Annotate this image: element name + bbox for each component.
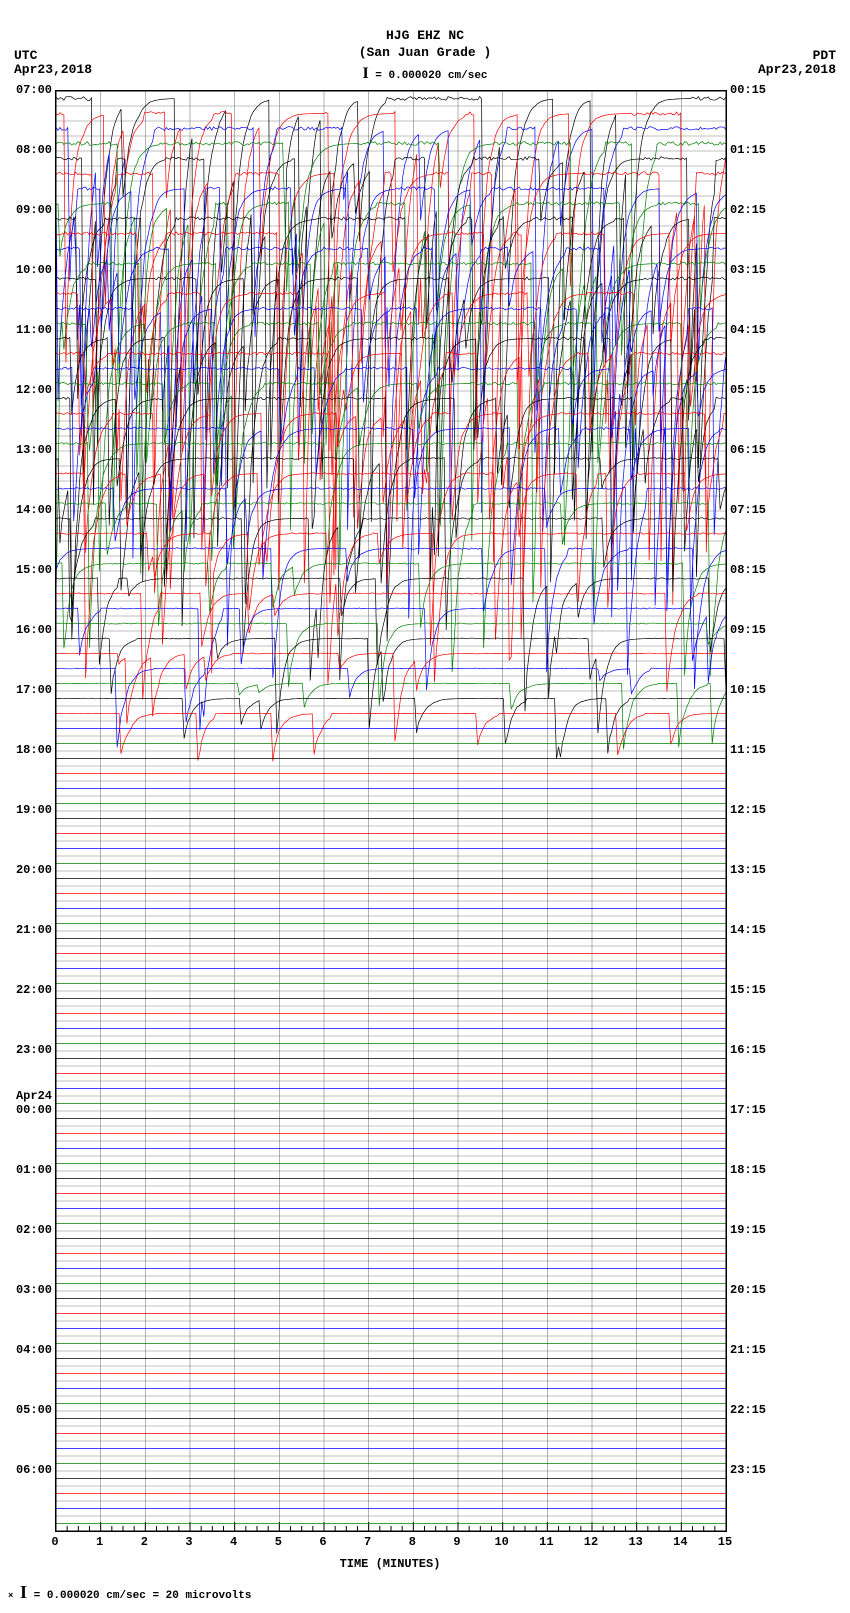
tz-right-label: PDT bbox=[813, 48, 836, 63]
utc-tick: 01:00 bbox=[16, 1163, 52, 1177]
pdt-tick: 00:15 bbox=[730, 83, 766, 97]
xtick: 1 bbox=[96, 1535, 103, 1549]
utc-tick: 12:00 bbox=[16, 383, 52, 397]
pdt-tick: 21:15 bbox=[730, 1343, 766, 1357]
scale-header: I = 0.000020 cm/sec bbox=[0, 65, 850, 83]
xtick: 2 bbox=[141, 1535, 148, 1549]
footer-marker-icon: I bbox=[20, 1582, 27, 1602]
pdt-tick: 08:15 bbox=[730, 563, 766, 577]
scale-text: = 0.000020 cm/sec bbox=[369, 70, 488, 82]
footer-scale-text: = 0.000020 cm/sec = 20 microvolts bbox=[27, 1590, 251, 1602]
pdt-tick: 01:15 bbox=[730, 143, 766, 157]
xtick: 12 bbox=[584, 1535, 598, 1549]
xaxis-label: TIME (MINUTES) bbox=[55, 1557, 725, 1571]
pdt-tick: 14:15 bbox=[730, 923, 766, 937]
footer-scale: × I = 0.000020 cm/sec = 20 microvolts bbox=[8, 1582, 251, 1603]
pdt-tick: 18:15 bbox=[730, 1163, 766, 1177]
utc-tick: 21:00 bbox=[16, 923, 52, 937]
xtick: 4 bbox=[230, 1535, 237, 1549]
utc-tick: 19:00 bbox=[16, 803, 52, 817]
pdt-tick: 11:15 bbox=[730, 743, 766, 757]
title-line2: (San Juan Grade ) bbox=[0, 45, 850, 62]
pdt-tick: 17:15 bbox=[730, 1103, 766, 1117]
xtick: 9 bbox=[453, 1535, 460, 1549]
pdt-tick: 02:15 bbox=[730, 203, 766, 217]
pdt-tick: 03:15 bbox=[730, 263, 766, 277]
xtick: 0 bbox=[51, 1535, 58, 1549]
utc-tick: 09:00 bbox=[16, 203, 52, 217]
utc-tick: 02:00 bbox=[16, 1223, 52, 1237]
utc-tick: 16:00 bbox=[16, 623, 52, 637]
xtick: 15 bbox=[718, 1535, 732, 1549]
pdt-tick: 10:15 bbox=[730, 683, 766, 697]
pdt-tick: 09:15 bbox=[730, 623, 766, 637]
utc-tick: 23:00 bbox=[16, 1043, 52, 1057]
pdt-tick: 23:15 bbox=[730, 1463, 766, 1477]
utc-tick: 15:00 bbox=[16, 563, 52, 577]
xtick: 5 bbox=[275, 1535, 282, 1549]
pdt-tick: 22:15 bbox=[730, 1403, 766, 1417]
utc-tick: 14:00 bbox=[16, 503, 52, 517]
xtick: 10 bbox=[494, 1535, 508, 1549]
pdt-tick: 13:15 bbox=[730, 863, 766, 877]
utc-tick: 00:00 bbox=[16, 1103, 52, 1117]
midnight-date-label: Apr24 bbox=[16, 1089, 52, 1103]
utc-tick: 11:00 bbox=[16, 323, 52, 337]
pdt-tick: 06:15 bbox=[730, 443, 766, 457]
utc-tick: 18:00 bbox=[16, 743, 52, 757]
utc-tick: 04:00 bbox=[16, 1343, 52, 1357]
pdt-tick: 20:15 bbox=[730, 1283, 766, 1297]
utc-tick: 17:00 bbox=[16, 683, 52, 697]
xtick: 3 bbox=[185, 1535, 192, 1549]
title-line1: HJG EHZ NC bbox=[0, 28, 850, 45]
pdt-tick: 16:15 bbox=[730, 1043, 766, 1057]
utc-tick: 03:00 bbox=[16, 1283, 52, 1297]
pdt-tick: 12:15 bbox=[730, 803, 766, 817]
utc-tick: 06:00 bbox=[16, 1463, 52, 1477]
utc-tick: 20:00 bbox=[16, 863, 52, 877]
xtick: 13 bbox=[628, 1535, 642, 1549]
pdt-tick: 15:15 bbox=[730, 983, 766, 997]
xtick: 6 bbox=[319, 1535, 326, 1549]
date-left-label: Apr23,2018 bbox=[14, 62, 92, 77]
pdt-tick: 07:15 bbox=[730, 503, 766, 517]
seismogram-svg bbox=[56, 91, 726, 1531]
pdt-tick: 05:15 bbox=[730, 383, 766, 397]
xtick: 8 bbox=[409, 1535, 416, 1549]
pdt-tick: 19:15 bbox=[730, 1223, 766, 1237]
utc-tick: 22:00 bbox=[16, 983, 52, 997]
utc-tick: 05:00 bbox=[16, 1403, 52, 1417]
date-right-label: Apr23,2018 bbox=[758, 62, 836, 77]
tz-left-label: UTC bbox=[14, 48, 37, 63]
pdt-tick: 04:15 bbox=[730, 323, 766, 337]
utc-tick: 10:00 bbox=[16, 263, 52, 277]
footer-marker-left: × bbox=[8, 1591, 13, 1601]
utc-tick: 07:00 bbox=[16, 83, 52, 97]
utc-tick: 08:00 bbox=[16, 143, 52, 157]
xtick: 7 bbox=[364, 1535, 371, 1549]
utc-tick: 13:00 bbox=[16, 443, 52, 457]
xtick: 11 bbox=[539, 1535, 553, 1549]
xtick: 14 bbox=[673, 1535, 687, 1549]
seismogram-plot bbox=[55, 90, 727, 1532]
